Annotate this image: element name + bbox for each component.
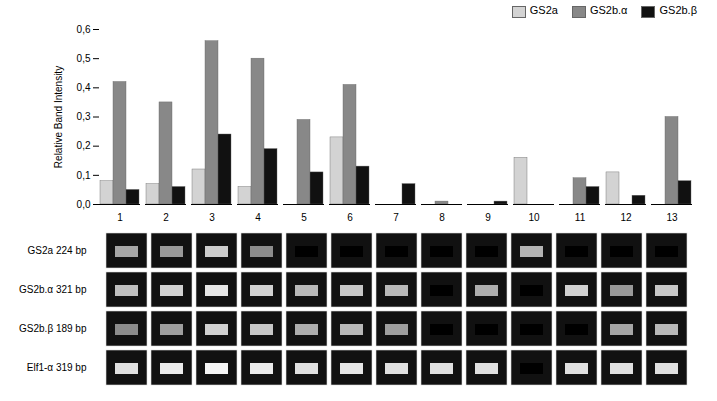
svg-text:0,6: 0,6 (77, 24, 91, 35)
svg-text:0,2: 0,2 (77, 140, 91, 151)
html-text:GS2b.β: GS2b.β (659, 4, 697, 17)
html-text:GS2a: GS2a (529, 4, 558, 17)
svg-text:GS2b.α 321 bp: GS2b.α 321 bp (19, 284, 87, 295)
svg-text:6: 6 (347, 212, 353, 223)
svg-text:GS2a 224 bp: GS2a 224 bp (28, 245, 87, 256)
svg-text:0,1: 0,1 (77, 170, 91, 181)
svg-text:0,0: 0,0 (77, 199, 91, 210)
svg-text:4: 4 (255, 212, 261, 223)
html-text:GS2b.α: GS2b.α (589, 4, 628, 17)
svg-text:1: 1 (117, 212, 123, 223)
svg-text:11: 11 (575, 212, 586, 223)
svg-text:0,3: 0,3 (77, 111, 91, 122)
svg-text:8: 8 (439, 212, 445, 223)
svg-text:10: 10 (528, 212, 540, 223)
svg-text:3: 3 (209, 212, 215, 223)
svg-text:12: 12 (620, 212, 632, 223)
svg-text:0,5: 0,5 (77, 53, 91, 64)
svg-text:GS2b.β 189 bp: GS2b.β 189 bp (19, 323, 87, 334)
svg-text:13: 13 (666, 212, 678, 223)
svg-text:2: 2 (163, 212, 169, 223)
svg-text:5: 5 (301, 212, 307, 223)
svg-text:Elf1-α 319 bp: Elf1-α 319 bp (27, 362, 87, 373)
svg-text:Relative Band Intensity: Relative Band Intensity (53, 66, 64, 168)
svg-text:9: 9 (485, 212, 491, 223)
svg-text:0,4: 0,4 (77, 82, 91, 93)
svg-text:7: 7 (393, 212, 399, 223)
